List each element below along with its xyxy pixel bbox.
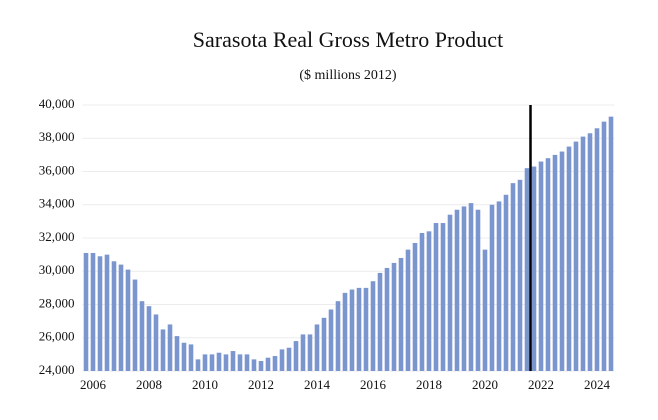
bar bbox=[118, 264, 124, 371]
x-tick-label: 2006 bbox=[80, 377, 107, 392]
y-tick-label: 32,000 bbox=[39, 229, 75, 244]
bar bbox=[83, 252, 89, 371]
bar bbox=[349, 289, 355, 371]
bar bbox=[601, 121, 607, 371]
bar bbox=[370, 281, 376, 371]
bar bbox=[608, 116, 614, 371]
chart-title: Sarasota Real Gross Metro Product bbox=[193, 27, 503, 52]
bar bbox=[587, 133, 593, 371]
bar bbox=[559, 151, 565, 371]
x-tick-label: 2016 bbox=[360, 377, 387, 392]
bar bbox=[342, 292, 348, 371]
bar bbox=[356, 287, 362, 371]
x-tick-label: 2008 bbox=[136, 377, 162, 392]
bar bbox=[384, 267, 390, 371]
y-tick-label: 36,000 bbox=[39, 162, 75, 177]
bar bbox=[293, 341, 299, 371]
bar bbox=[545, 158, 551, 371]
bar bbox=[552, 154, 558, 371]
bar bbox=[195, 359, 201, 371]
bar bbox=[216, 352, 222, 371]
bar bbox=[153, 314, 159, 371]
bar bbox=[489, 204, 495, 371]
bar bbox=[202, 354, 208, 371]
bar bbox=[111, 261, 117, 371]
x-tick-label: 2022 bbox=[528, 377, 554, 392]
y-tick-label: 26,000 bbox=[39, 329, 75, 344]
bar bbox=[300, 334, 306, 371]
bar bbox=[167, 324, 173, 371]
bar bbox=[419, 233, 425, 371]
y-tick-label: 34,000 bbox=[39, 196, 75, 211]
bar bbox=[146, 306, 152, 371]
bar bbox=[90, 252, 96, 371]
bar bbox=[265, 357, 271, 371]
x-tick-label: 2018 bbox=[416, 377, 442, 392]
bar bbox=[244, 354, 250, 371]
y-tick-label: 38,000 bbox=[39, 129, 75, 144]
bar bbox=[160, 329, 166, 371]
bar bbox=[503, 194, 509, 371]
bar bbox=[517, 179, 523, 371]
bar bbox=[510, 183, 516, 371]
bar bbox=[328, 309, 334, 371]
bar bbox=[132, 279, 138, 371]
bar bbox=[461, 206, 467, 371]
bar bbox=[335, 301, 341, 371]
bar bbox=[594, 128, 600, 371]
bar bbox=[251, 359, 257, 371]
x-tick-label: 2012 bbox=[248, 377, 274, 392]
bar bbox=[209, 354, 215, 371]
bar bbox=[538, 161, 544, 371]
bar bbox=[174, 336, 180, 371]
bar bbox=[433, 223, 439, 371]
bar bbox=[405, 249, 411, 371]
bar bbox=[573, 141, 579, 371]
bar bbox=[230, 351, 236, 371]
bar bbox=[566, 146, 572, 371]
bar bbox=[97, 256, 103, 371]
y-tick-label: 40,000 bbox=[39, 96, 75, 111]
bar bbox=[531, 166, 537, 371]
bar bbox=[447, 214, 453, 371]
bar bbox=[272, 356, 278, 371]
bar bbox=[482, 249, 488, 371]
bar bbox=[237, 354, 243, 371]
y-tick-label: 28,000 bbox=[39, 295, 75, 310]
bar bbox=[307, 334, 313, 371]
bar bbox=[223, 354, 229, 371]
bar bbox=[181, 342, 187, 371]
bar bbox=[426, 231, 432, 371]
bar bbox=[286, 347, 292, 371]
bar bbox=[125, 269, 131, 371]
bar bbox=[412, 242, 418, 371]
bar bbox=[580, 136, 586, 371]
bar bbox=[104, 254, 110, 371]
y-tick-label: 30,000 bbox=[39, 262, 75, 277]
x-tick-label: 2010 bbox=[192, 377, 218, 392]
bar bbox=[139, 301, 145, 371]
bar bbox=[524, 168, 530, 371]
x-tick-label: 2020 bbox=[472, 377, 498, 392]
bar bbox=[496, 201, 502, 371]
bar bbox=[188, 344, 194, 371]
bar bbox=[440, 223, 446, 371]
bar bbox=[475, 209, 481, 371]
y-tick-label: 24,000 bbox=[39, 362, 75, 377]
x-tick-label: 2014 bbox=[304, 377, 331, 392]
bar bbox=[321, 317, 327, 371]
bar bbox=[363, 287, 369, 371]
x-tick-label: 2024 bbox=[584, 377, 611, 392]
bar bbox=[398, 257, 404, 371]
bar bbox=[468, 203, 474, 371]
bar bbox=[258, 361, 264, 371]
bar bbox=[279, 349, 285, 371]
chart-subtitle: ($ millions 2012) bbox=[299, 68, 397, 83]
bar bbox=[454, 209, 460, 371]
bar bbox=[391, 262, 397, 371]
bar bbox=[377, 272, 383, 371]
bar bbox=[314, 324, 320, 371]
